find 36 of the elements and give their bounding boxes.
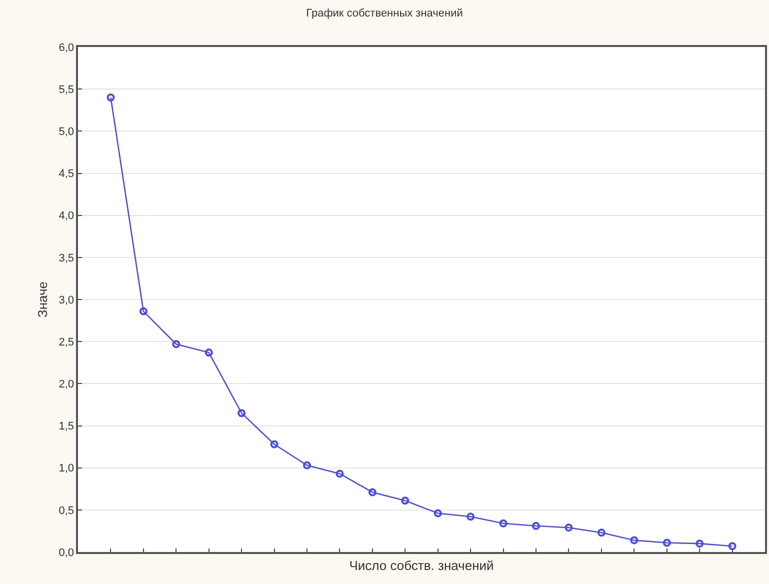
point [204, 348, 213, 357]
point [106, 94, 115, 102]
point [662, 538, 671, 547]
y-tick-label: 4,5 [58, 168, 74, 180]
point [303, 461, 311, 470]
point [434, 509, 442, 518]
point [630, 536, 638, 544]
point [564, 524, 573, 532]
point [466, 512, 475, 521]
y-tick-label: 3,5 [58, 252, 74, 264]
y-tick-label: 0,5 [58, 504, 74, 517]
y-tick-label: 5,0 [58, 126, 74, 138]
y-tick-label: 3,0 [58, 294, 74, 306]
point [139, 307, 148, 316]
y-tick-label: 5,5 [58, 84, 74, 96]
point [172, 340, 180, 348]
y-tick-label: 2,5 [58, 336, 74, 348]
y-tick-label: 1,5 [58, 420, 74, 433]
y-axis-title: Значе [35, 282, 50, 318]
point [238, 409, 246, 418]
point [597, 528, 606, 537]
point [270, 440, 278, 448]
y-tick-label: 6,0 [58, 42, 74, 54]
y-tick-label: 0,0 [58, 546, 74, 559]
y-tick-label: 2,0 [58, 378, 74, 391]
point [336, 470, 344, 478]
point [696, 540, 704, 548]
point [401, 496, 410, 505]
y-tick-label: 1,0 [58, 462, 74, 475]
x-axis-title: Число собств. значений [349, 558, 494, 574]
point [499, 519, 508, 528]
chart-title: График собственных значений [306, 7, 463, 20]
point [728, 542, 736, 550]
y-tick-label: 4,0 [58, 210, 74, 222]
point [368, 488, 376, 496]
point [532, 522, 540, 530]
